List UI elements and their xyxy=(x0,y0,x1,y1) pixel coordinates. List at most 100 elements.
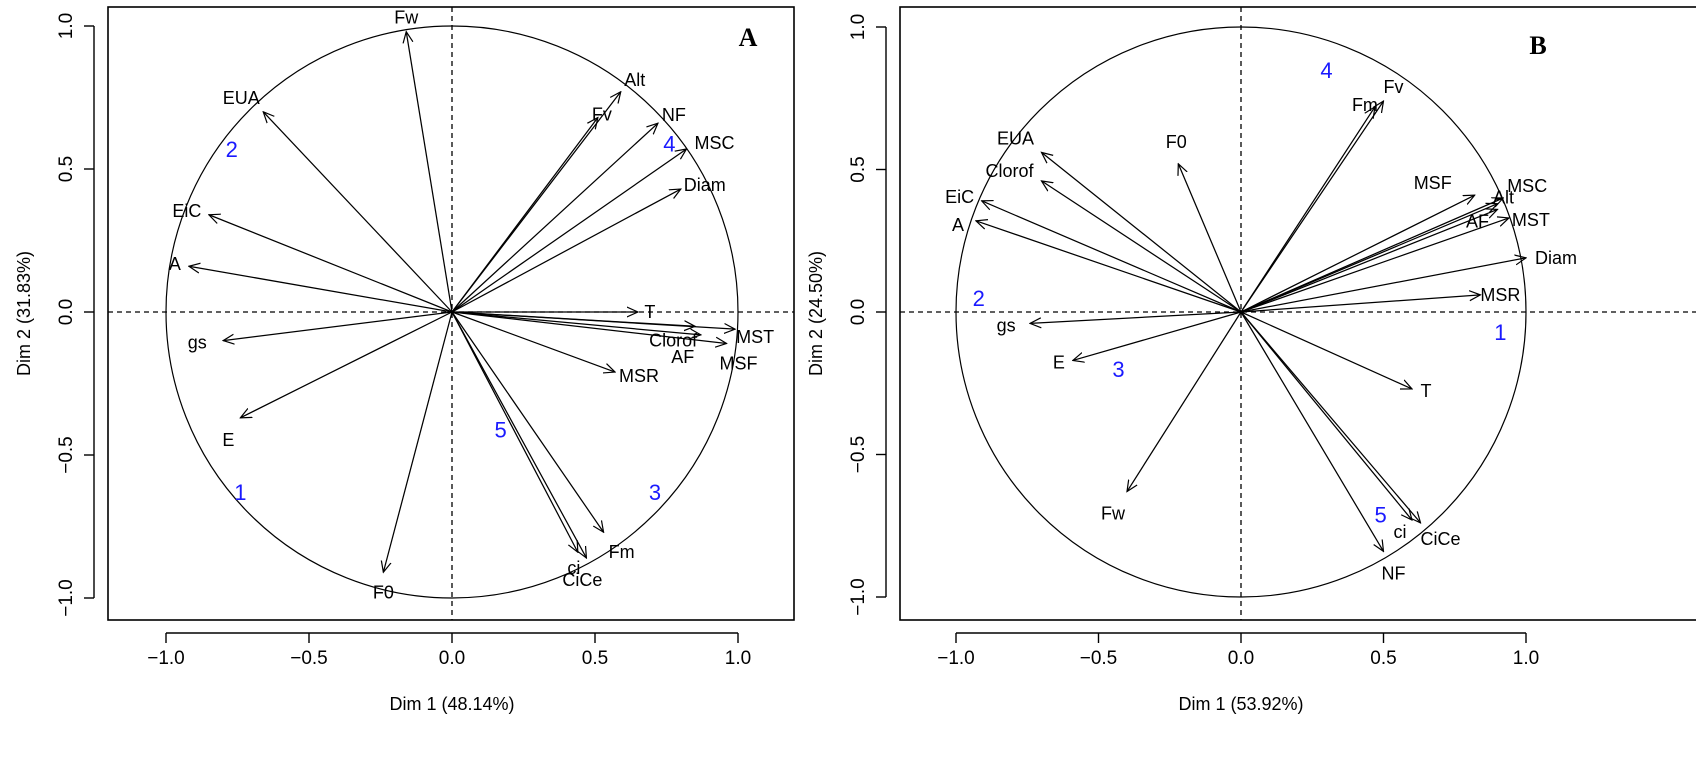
x-tick-label: −0.5 xyxy=(290,648,328,669)
plot-frame xyxy=(107,6,795,621)
loading-arrow xyxy=(451,118,598,313)
loading-arrow xyxy=(1240,311,1412,520)
variable-label: MSR xyxy=(1480,285,1520,305)
x-tick-label: 1.0 xyxy=(1513,648,1539,669)
variable-label: Fv xyxy=(592,105,612,125)
group-number-label: 4 xyxy=(1320,58,1332,83)
loading-ci: ci xyxy=(451,311,580,578)
loading-arrow xyxy=(451,123,658,313)
loading-msf: MSF xyxy=(1240,173,1475,313)
loading-arrow xyxy=(451,149,687,313)
variable-label: EUA xyxy=(223,88,260,108)
variable-label: MSF xyxy=(1414,173,1452,193)
loading-arrow xyxy=(1178,164,1242,313)
loading-fw: Fw xyxy=(394,8,453,313)
variable-label: Fw xyxy=(1101,504,1126,524)
variable-label: E xyxy=(222,430,234,450)
x-axis: −1.0 −0.5 0.0 0.5 1.0 xyxy=(147,632,751,669)
loading-arrow xyxy=(263,112,453,313)
loading-arrow xyxy=(1240,258,1526,313)
x-axis: −1.0 −0.5 0.0 0.5 1.0 xyxy=(937,632,1539,669)
loading-eua: EUA xyxy=(997,128,1242,313)
loading-arrow xyxy=(1240,311,1384,551)
variable-label: T xyxy=(644,302,655,322)
group-number-label: 1 xyxy=(1494,320,1506,345)
variable-label: MSC xyxy=(695,133,735,153)
group-number-label: 1 xyxy=(234,480,246,505)
variable-label: AF xyxy=(671,347,694,367)
variable-label: EiC xyxy=(172,201,201,221)
loading-alt: Alt xyxy=(451,70,645,313)
loading-fv: Fv xyxy=(451,105,612,313)
loading-msr: MSR xyxy=(1240,285,1520,313)
x-tick-label: 0.5 xyxy=(1370,648,1396,669)
loading-e: E xyxy=(1053,311,1242,372)
variable-label: Fm xyxy=(609,542,635,562)
x-tick-label: −1.0 xyxy=(147,648,185,669)
x-tick-label: −0.5 xyxy=(1080,648,1118,669)
variable-label: F0 xyxy=(373,582,394,602)
loading-cice: CiCe xyxy=(451,311,602,590)
loading-ci: ci xyxy=(1240,311,1412,542)
loading-arrow xyxy=(451,311,578,552)
x-tick-label: 1.0 xyxy=(725,648,751,669)
plot-frame xyxy=(899,6,1696,621)
group-number-label: 3 xyxy=(649,480,661,505)
loading-nf: NF xyxy=(451,105,686,313)
variable-label: Fw xyxy=(394,8,419,28)
variable-label: A xyxy=(169,254,181,274)
loading-diam: Diam xyxy=(451,175,726,313)
group-number-label: 5 xyxy=(1375,502,1387,527)
loading-msc: MSC xyxy=(1240,176,1547,313)
variable-label: Diam xyxy=(1535,248,1577,268)
variable-label: Fv xyxy=(1384,77,1404,97)
loading-arrow xyxy=(451,311,615,372)
loading-arrow xyxy=(1127,311,1242,492)
loading-eic: EiC xyxy=(945,187,1242,313)
loading-msr: MSR xyxy=(451,311,659,386)
loading-arrow xyxy=(1042,152,1242,313)
y-tick-label: 0.5 xyxy=(848,156,869,182)
loading-arrow xyxy=(1240,311,1412,389)
loading-fw: Fw xyxy=(1101,311,1242,524)
loading-fm: Fm xyxy=(1240,95,1378,313)
loading-arrow xyxy=(1240,218,1509,313)
variable-label: MSR xyxy=(619,366,659,386)
loading-arrow xyxy=(383,311,453,572)
variable-label: MST xyxy=(736,327,774,347)
loading-arrow xyxy=(209,215,453,313)
loading-fv: Fv xyxy=(1240,77,1404,313)
group-number-label: 5 xyxy=(494,417,506,442)
group-number-label: 2 xyxy=(973,286,985,311)
group-number-label: 3 xyxy=(1112,357,1124,382)
loading-msf: MSF xyxy=(451,311,758,373)
loading-a: A xyxy=(169,254,453,313)
variable-label: E xyxy=(1053,352,1065,372)
variable-label: ci xyxy=(1394,522,1407,542)
loading-nf: NF xyxy=(1240,311,1406,583)
y-axis: −1.0 −0.5 0.0 0.5 1.0 xyxy=(848,14,887,616)
variable-label: EiC xyxy=(945,187,974,207)
loading-arrow xyxy=(1240,101,1384,313)
loading-arrow xyxy=(451,311,701,335)
loading-arrow xyxy=(451,311,604,532)
loading-diam: Diam xyxy=(1240,248,1577,313)
loading-arrow xyxy=(240,311,453,418)
y-tick-label: −1.0 xyxy=(56,579,77,617)
variable-label: MSF xyxy=(720,353,758,373)
variable-label: Fm xyxy=(1352,95,1378,115)
loading-af: AF xyxy=(451,311,701,367)
x-tick-label: −1.0 xyxy=(937,648,975,669)
loading-arrow xyxy=(1240,195,1475,313)
variable-label: CiCe xyxy=(1421,529,1461,549)
y-tick-label: 0.0 xyxy=(848,299,869,325)
variable-label: gs xyxy=(188,333,207,353)
loading-clorof: Clorof xyxy=(985,161,1242,313)
variable-label: CiCe xyxy=(562,570,602,590)
variable-label: EUA xyxy=(997,128,1034,148)
loading-arrow xyxy=(1240,209,1498,313)
loading-arrow xyxy=(1240,198,1503,313)
loading-arrow xyxy=(1030,311,1242,323)
variable-label: Clorof xyxy=(649,330,698,350)
